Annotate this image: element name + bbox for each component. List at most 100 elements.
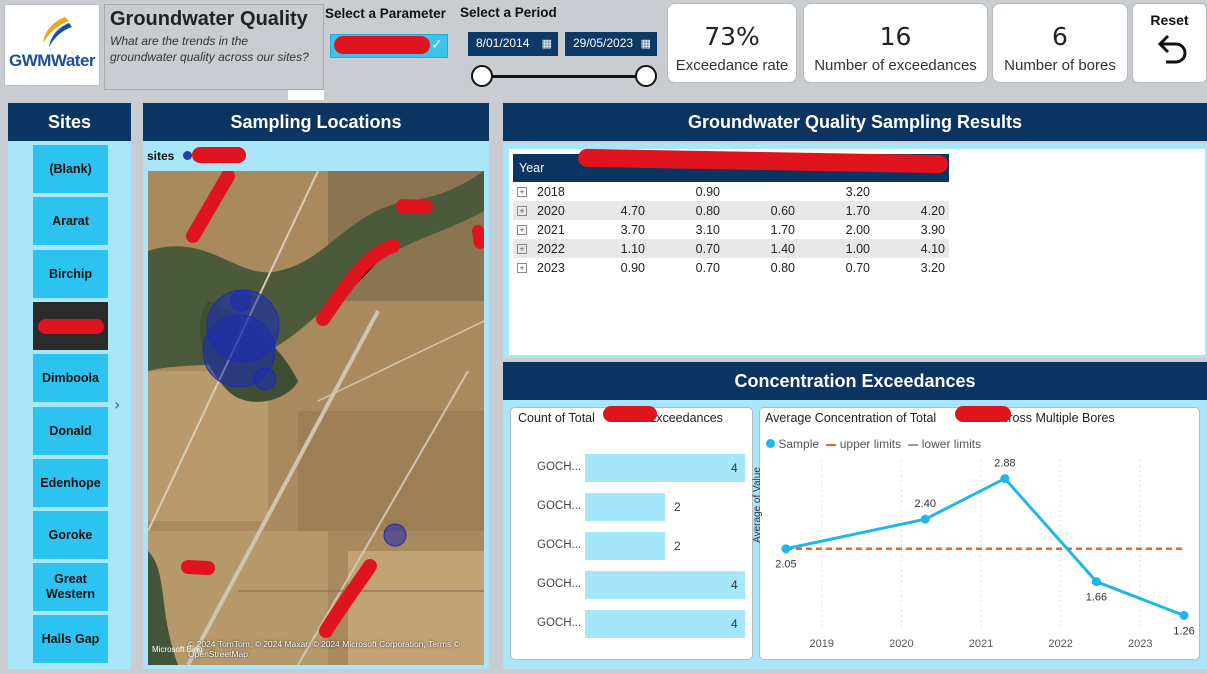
expand-icon[interactable]: + — [517, 263, 527, 274]
site-halls-gap[interactable]: Halls Gap — [33, 615, 108, 663]
table-row: +2018 0.90 3.20 — [513, 182, 949, 201]
page-title: Groundwater Quality — [110, 8, 308, 30]
x-tick-label: 2023 — [1128, 638, 1152, 650]
bar-chart-title: Count of Total Exceedances — [518, 411, 723, 425]
table-row: +2023 0.90 0.70 0.80 0.70 3.20 — [513, 258, 949, 277]
bar-value-label: 4 — [731, 461, 738, 475]
data-label: 2.05 — [775, 559, 796, 571]
site-blank[interactable]: (Blank) — [33, 145, 108, 193]
date-start-input[interactable]: 8/01/2014 ▦ — [468, 32, 558, 56]
table-cell: 2.00 — [845, 222, 870, 237]
table-cell — [575, 182, 649, 201]
line-title-part: Average Concentration of Total — [765, 411, 937, 425]
data-label: 1.66 — [1086, 592, 1107, 604]
title-card: Groundwater Quality What are the trends … — [104, 4, 324, 90]
bar-value-label: 2 — [674, 539, 681, 553]
site-great-western[interactable]: Great Western — [33, 563, 108, 611]
kpi-caption: Number of bores — [1004, 57, 1116, 74]
site-ararat[interactable]: Ararat — [33, 197, 108, 245]
table-cell: 1.00 — [799, 239, 874, 258]
table-cell: 0.80 — [649, 201, 724, 220]
table-cell: 0.90 — [695, 184, 720, 199]
table-cell: 4.20 — [874, 201, 949, 220]
legend-sample: Sample — [778, 437, 820, 451]
parameter-label: Select a Parameter — [325, 6, 446, 21]
logo-text: GWMWater — [9, 51, 96, 70]
kpi-exceedance-rate: 73% Exceedance rate — [667, 3, 797, 83]
site-donald[interactable]: Donald — [33, 407, 108, 455]
exceedances-panel: Concentration Exceedances — [503, 362, 1207, 400]
table-cell — [724, 182, 799, 201]
line-legend: Sample upper limits lower limits — [766, 437, 981, 451]
sample-point[interactable] — [1179, 610, 1189, 620]
expand-icon[interactable]: + — [517, 187, 527, 198]
line-title-redaction — [955, 406, 1011, 422]
data-label: 2.40 — [915, 498, 936, 510]
legend-redaction — [192, 147, 246, 163]
row-year: 2021 — [537, 222, 565, 237]
kpi-exceedances: 16 Number of exceedances — [803, 3, 988, 83]
date-end-input[interactable]: 29/05/2023 ▦ — [565, 32, 657, 56]
col-year-header[interactable]: Year — [513, 154, 575, 182]
x-tick-label: 2019 — [810, 638, 834, 650]
site-edenhope[interactable]: Edenhope — [33, 459, 108, 507]
undo-icon — [1157, 34, 1186, 64]
bar-title-redaction — [603, 406, 657, 422]
bar-value-label: 2 — [674, 500, 681, 514]
line-chart-card — [759, 407, 1200, 660]
table-cell: 0.80 — [770, 260, 795, 275]
bar-category-label: GOCH... — [537, 461, 582, 473]
site-goroke[interactable]: Goroke — [33, 511, 108, 559]
bar-value-label: 4 — [731, 578, 738, 592]
slider-handle-end[interactable] — [635, 65, 657, 87]
row-year: 2018 — [537, 184, 565, 199]
bar-category-label: GOCH... — [537, 539, 582, 551]
table-cell: 0.70 — [695, 260, 720, 275]
x-tick-label: 2021 — [969, 638, 993, 650]
site-selected-redacted[interactable] — [33, 302, 108, 350]
calendar-icon[interactable]: ▦ — [541, 38, 552, 50]
bar-category-label: GOCH... — [537, 500, 582, 512]
bar[interactable] — [585, 532, 665, 560]
calendar-icon[interactable]: ▦ — [640, 38, 651, 50]
expand-icon[interactable]: + — [517, 244, 527, 255]
bar-category-label: GOCH... — [537, 578, 582, 590]
chevron-right-icon[interactable]: › — [114, 395, 121, 414]
map-canvas[interactable] — [148, 171, 484, 665]
kpi-caption: Number of exceedances — [814, 57, 977, 74]
bar-title-part: Count of Total — [518, 411, 595, 425]
legend-lower: lower limits — [921, 437, 982, 451]
exceedances-title: Concentration Exceedances — [503, 362, 1207, 400]
table-cell: 0.90 — [620, 260, 645, 275]
sample-point[interactable] — [1000, 474, 1010, 484]
site-dimboola[interactable]: Dimboola — [33, 354, 108, 402]
bar[interactable] — [585, 571, 745, 599]
chevron-down-icon[interactable]: ✓ — [431, 37, 443, 53]
x-tick-label: 2022 — [1048, 638, 1072, 650]
period-slider-track[interactable] — [482, 75, 646, 78]
bar[interactable] — [585, 610, 745, 638]
sample-point[interactable] — [920, 514, 930, 524]
reset-button[interactable]: Reset — [1132, 3, 1207, 83]
bar[interactable] — [585, 454, 745, 482]
table-cell: 1.10 — [575, 239, 649, 258]
data-label: 1.26 — [1173, 625, 1194, 637]
bing-logo: Microsoft Bing — [152, 645, 203, 654]
expand-icon[interactable]: + — [517, 225, 527, 236]
table-cell: 3.20 — [845, 184, 870, 199]
reset-label: Reset — [1150, 12, 1189, 28]
sample-point[interactable] — [1091, 577, 1101, 587]
date-start-value: 8/01/2014 — [476, 36, 530, 50]
map-attribution[interactable]: © 2024 TomTom, © 2024 Maxar, © 2024 Micr… — [188, 639, 460, 659]
satellite-map[interactable] — [148, 171, 484, 665]
legend-upper: upper limits — [839, 437, 902, 451]
row-year: 2022 — [537, 241, 565, 256]
expand-icon[interactable]: + — [517, 206, 527, 217]
sample-point[interactable] — [781, 544, 791, 554]
line-title-part: across Multiple Bores — [995, 411, 1115, 425]
slider-handle-start[interactable] — [471, 65, 493, 87]
sample-series-line — [785, 476, 1185, 617]
site-birchip[interactable]: Birchip — [33, 250, 108, 298]
row-year: 2020 — [537, 203, 565, 218]
bar[interactable] — [585, 493, 665, 521]
